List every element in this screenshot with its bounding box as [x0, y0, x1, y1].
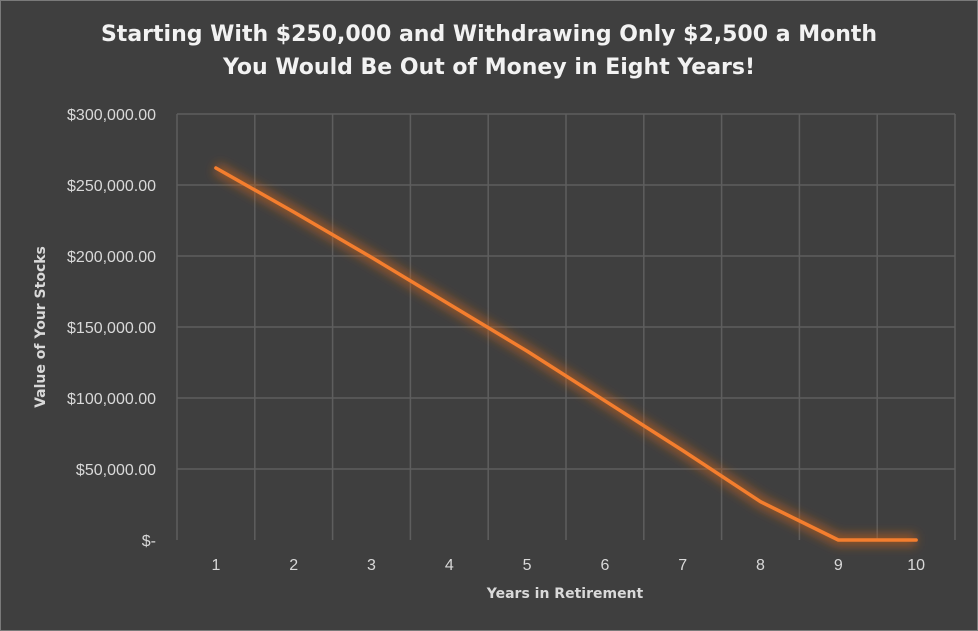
y-axis-ticks: $- $50,000.00 $100,000.00 $150,000.00 $200,0…: [67, 107, 156, 550]
y-tick-label: $250,000.00: [67, 178, 156, 195]
x-tick-label: 4: [445, 557, 454, 574]
y-tick-label: $150,000.00: [67, 320, 156, 337]
series-lines: [212, 162, 918, 546]
x-axis-title: Years in Retirement: [486, 586, 644, 602]
grid: [176, 113, 956, 540]
chart-title-line-2: You Would Be Out of Money in Eight Years…: [222, 55, 756, 80]
chart-title-line-1: Starting With $250,000 and Withdrawing O…: [100, 22, 878, 47]
y-axis-title: Value of Your Stocks: [33, 246, 49, 408]
chart-title: Starting With $250,000 and Withdrawing O…: [0, 18, 978, 84]
y-tick-label: $-: [142, 533, 156, 550]
x-tick-label: 1: [211, 557, 220, 574]
x-tick-label: 2: [289, 557, 298, 574]
x-tick-label: 3: [367, 557, 376, 574]
y-tick-label: $300,000.00: [67, 107, 156, 124]
x-tick-label: 9: [834, 557, 843, 574]
y-tick-label: $100,000.00: [67, 391, 156, 408]
x-axis-ticks: 1 2 3 4 5 6 7 8 9 10: [211, 557, 925, 574]
y-tick-label: $50,000.00: [76, 462, 156, 479]
x-tick-label: 8: [756, 557, 765, 574]
x-tick-label: 10: [907, 557, 925, 574]
x-tick-label: 7: [678, 557, 687, 574]
x-tick-label: 6: [600, 557, 609, 574]
series-line: [214, 166, 918, 542]
y-tick-label: $200,000.00: [67, 249, 156, 266]
x-tick-label: 5: [523, 557, 532, 574]
